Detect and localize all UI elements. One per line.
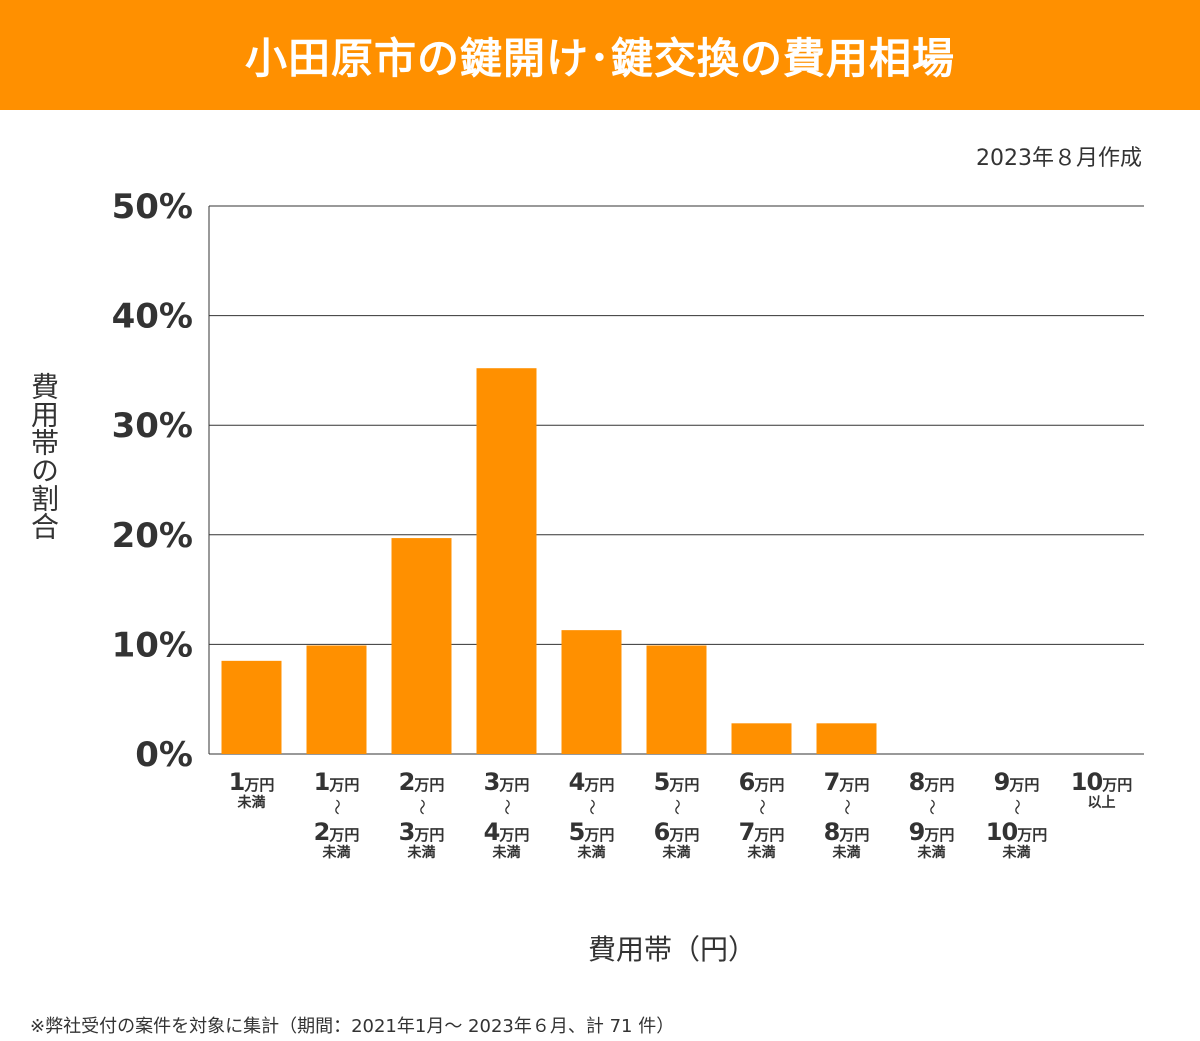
y-tick-label: 20% bbox=[112, 516, 193, 556]
x-tick-from-num: 9 bbox=[993, 768, 1011, 796]
x-tick-wave: 〜 bbox=[412, 798, 432, 815]
x-tick-wave: 〜 bbox=[1007, 798, 1027, 815]
x-tick-label: 8万円〜 9万円 未満 bbox=[889, 770, 974, 860]
x-tick-wave: 〜 bbox=[582, 798, 602, 815]
x-tick-from-num: 1 bbox=[228, 768, 246, 796]
bar bbox=[306, 645, 367, 754]
bar bbox=[221, 660, 282, 754]
x-tick-from-num: 1 bbox=[313, 768, 331, 796]
x-tick-suffix: 未満 bbox=[1002, 845, 1031, 861]
x-tick-from-num: 7 bbox=[823, 768, 841, 796]
created-date: 2023年８月作成 bbox=[976, 146, 1142, 171]
x-tick-from-num: 10 bbox=[1070, 768, 1103, 796]
title-banner: 小田原市の鍵開け･鍵交換の費用相場 bbox=[0, 0, 1200, 110]
x-tick-to-num: 8 bbox=[823, 818, 841, 846]
x-tick-to-unit: 万円 bbox=[414, 826, 445, 844]
x-tick-from-num: 4 bbox=[568, 768, 586, 796]
x-tick-from-unit: 万円 bbox=[924, 776, 955, 794]
x-tick-suffix: 未満 bbox=[662, 845, 691, 861]
x-tick-from-unit: 万円 bbox=[329, 776, 360, 794]
x-tick-label: 7万円〜 8万円 未満 bbox=[804, 770, 889, 860]
bar bbox=[561, 630, 622, 754]
x-tick-to-unit: 万円 bbox=[584, 826, 615, 844]
x-tick-label: 5万円〜 6万円 未満 bbox=[634, 770, 719, 860]
x-tick-suffix: 未満 bbox=[917, 845, 946, 861]
x-tick-from-unit: 万円 bbox=[839, 776, 870, 794]
x-tick-to-unit: 万円 bbox=[839, 826, 870, 844]
x-tick-label: 1万円 未満 bbox=[209, 770, 294, 810]
x-tick-suffix: 未満 bbox=[237, 795, 266, 811]
x-tick-to-num: 3 bbox=[398, 818, 416, 846]
x-tick-suffix: 未満 bbox=[322, 845, 351, 861]
x-tick-label: 4万円〜 5万円 未満 bbox=[549, 770, 634, 860]
x-tick-label: 2万円〜 3万円 未満 bbox=[379, 770, 464, 860]
x-tick-from-unit: 万円 bbox=[499, 776, 530, 794]
x-tick-suffix: 以上 bbox=[1087, 795, 1116, 811]
x-tick-to-num: 9 bbox=[908, 818, 926, 846]
x-tick-from-unit: 万円 bbox=[584, 776, 615, 794]
x-tick-suffix: 未満 bbox=[832, 845, 861, 861]
x-tick-to-unit: 万円 bbox=[499, 826, 530, 844]
x-tick-from-num: 8 bbox=[908, 768, 926, 796]
x-tick-suffix: 未満 bbox=[407, 845, 436, 861]
x-tick-from-unit: 万円 bbox=[414, 776, 445, 794]
y-tick-label: 0% bbox=[135, 735, 193, 775]
bar bbox=[731, 723, 792, 754]
x-tick-from-num: 6 bbox=[738, 768, 756, 796]
x-tick-from-unit: 万円 bbox=[669, 776, 700, 794]
x-tick-from-unit: 万円 bbox=[754, 776, 785, 794]
x-tick-label: 3万円〜 4万円 未満 bbox=[464, 770, 549, 860]
x-tick-to-unit: 万円 bbox=[924, 826, 955, 844]
x-tick-to-unit: 万円 bbox=[329, 826, 360, 844]
x-tick-from-unit: 万円 bbox=[1102, 776, 1133, 794]
x-tick-from-num: 3 bbox=[483, 768, 501, 796]
bar bbox=[391, 538, 452, 754]
x-tick-label: 1万円〜 2万円 未満 bbox=[294, 770, 379, 860]
x-tick-from-num: 2 bbox=[398, 768, 416, 796]
y-tick-label: 30% bbox=[112, 406, 193, 446]
y-tick-label: 10% bbox=[112, 625, 193, 665]
footnote: ※弊社受付の案件を対象に集計（期間：2021年1月～ 2023年６月、計 71 … bbox=[30, 1016, 675, 1037]
x-tick-label: 10万円 以上 bbox=[1059, 770, 1144, 810]
x-tick-label: 6万円〜 7万円 未満 bbox=[719, 770, 804, 860]
x-tick-to-num: 2 bbox=[313, 818, 331, 846]
x-axis-label: 費用帯（円） bbox=[588, 933, 757, 966]
x-tick-wave: 〜 bbox=[752, 798, 772, 815]
y-tick-label: 40% bbox=[112, 297, 193, 337]
x-tick-from-unit: 万円 bbox=[1009, 776, 1040, 794]
x-tick-to-num: 7 bbox=[738, 818, 756, 846]
x-tick-suffix: 未満 bbox=[747, 845, 776, 861]
y-axis-label: 費用帯の割合 bbox=[27, 372, 60, 540]
x-tick-wave: 〜 bbox=[667, 798, 687, 815]
x-tick-wave: 〜 bbox=[327, 798, 347, 815]
bar bbox=[646, 645, 707, 754]
x-tick-from-num: 5 bbox=[653, 768, 671, 796]
x-tick-wave: 〜 bbox=[497, 798, 517, 815]
x-tick-to-unit: 万円 bbox=[754, 826, 785, 844]
x-tick-to-num: 4 bbox=[483, 818, 501, 846]
x-tick-to-num: 10 bbox=[985, 818, 1018, 846]
y-tick-label: 50% bbox=[112, 187, 193, 227]
chart-title: 小田原市の鍵開け･鍵交換の費用相場 bbox=[244, 33, 955, 83]
x-tick-wave: 〜 bbox=[837, 798, 857, 815]
x-tick-label: 9万円〜 10万円 未満 bbox=[974, 770, 1059, 860]
x-tick-suffix: 未満 bbox=[577, 845, 606, 861]
x-tick-to-num: 6 bbox=[653, 818, 671, 846]
x-tick-to-unit: 万円 bbox=[1017, 826, 1048, 844]
bar bbox=[476, 368, 537, 754]
x-tick-suffix: 未満 bbox=[492, 845, 521, 861]
x-tick-from-unit: 万円 bbox=[244, 776, 275, 794]
x-tick-wave: 〜 bbox=[922, 798, 942, 815]
x-tick-to-unit: 万円 bbox=[669, 826, 700, 844]
x-tick-to-num: 5 bbox=[568, 818, 586, 846]
bar bbox=[816, 723, 877, 754]
